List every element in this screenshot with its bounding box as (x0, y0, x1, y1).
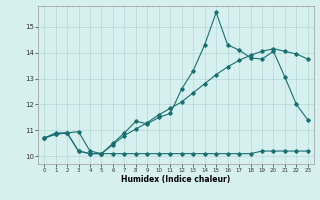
X-axis label: Humidex (Indice chaleur): Humidex (Indice chaleur) (121, 175, 231, 184)
